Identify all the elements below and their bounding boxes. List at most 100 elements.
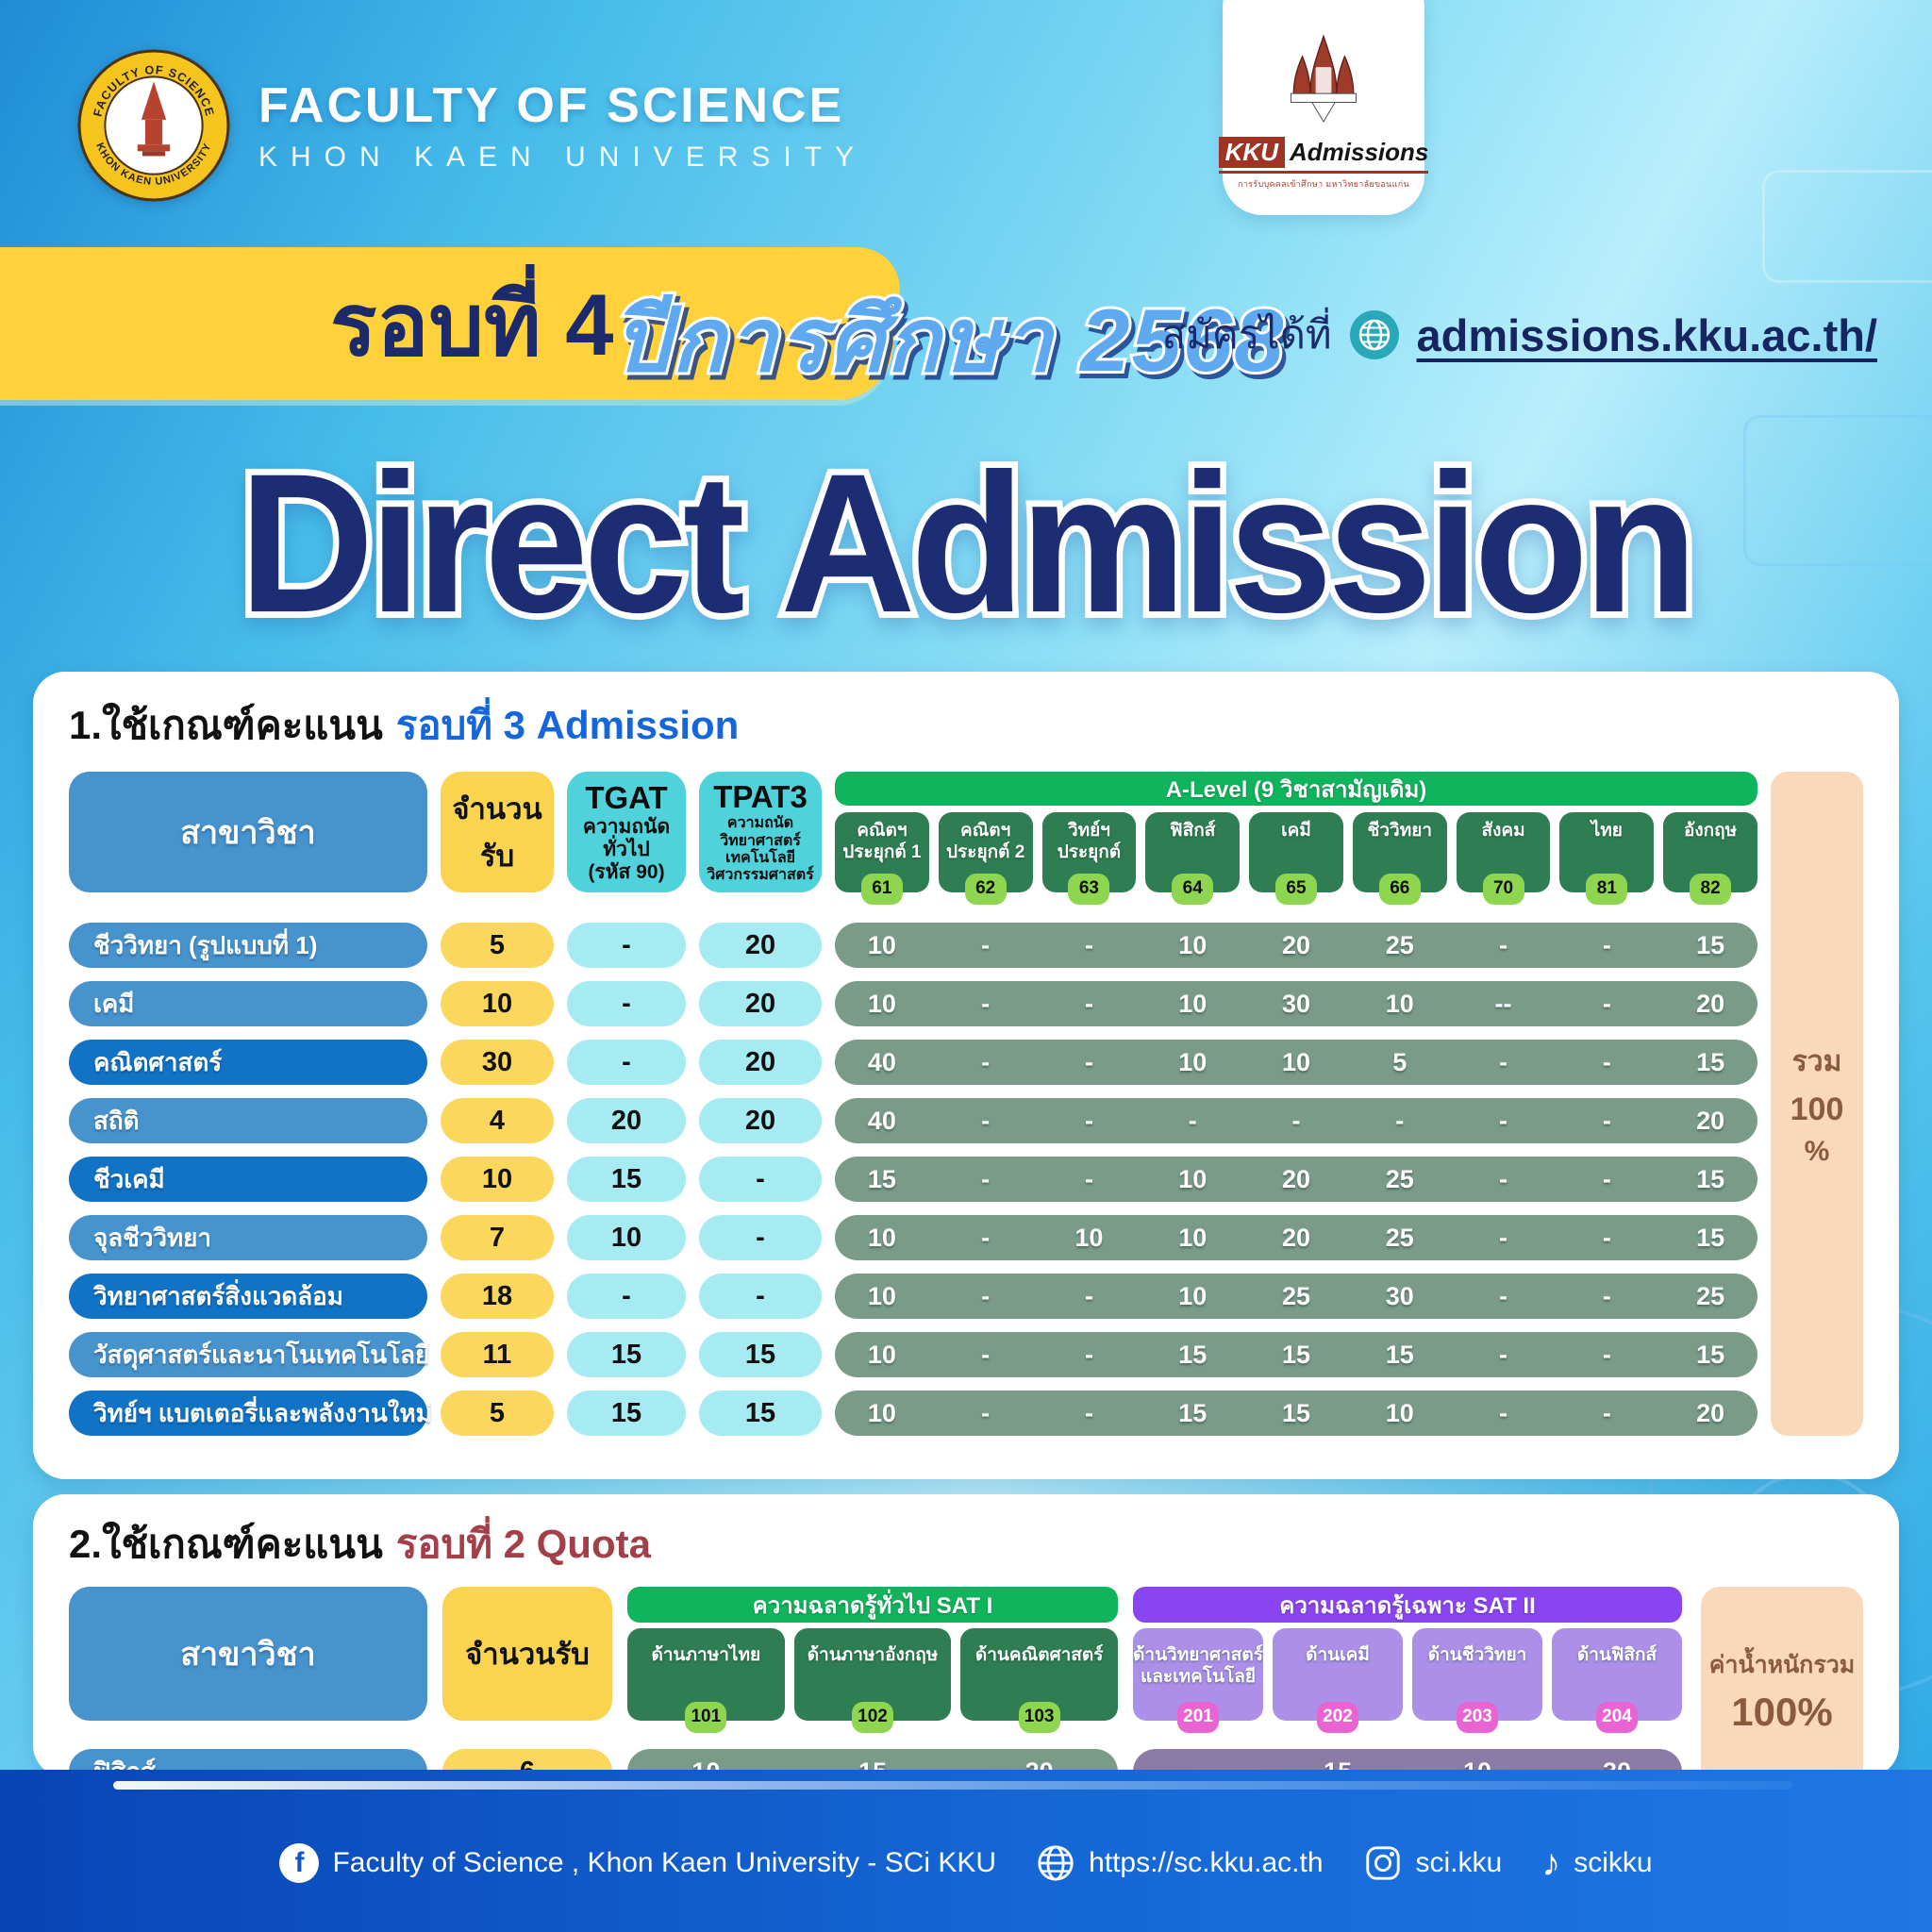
alevel-value: 10: [867, 1340, 896, 1369]
alevel-value: 30: [1281, 989, 1311, 1018]
apply-url-link[interactable]: admissions.kku.ac.th/: [1416, 309, 1877, 360]
alevel-value: -: [981, 1340, 991, 1369]
subject-code-badge: 64: [1172, 874, 1214, 905]
alevel-subject-header: คณิตฯ ประยุกต์ 1 61: [835, 812, 929, 905]
alevel-subject-label: คณิตฯ ประยุกต์ 2: [946, 821, 1025, 862]
column-header-seats: จำนวนรับ: [442, 1587, 612, 1721]
alevel-value: -: [1602, 1281, 1611, 1310]
total-weight-column: ค่าน้ำหนักรวม 100%: [1701, 1587, 1863, 1794]
alevel-value: -: [1602, 1106, 1611, 1135]
alevel-value: -: [1499, 930, 1508, 959]
faculty-of-science-logo: FACULTY OF SCIENCE KHON KAEN UNIVERSITY: [77, 49, 230, 202]
alevel-value: 10: [867, 1398, 896, 1427]
column-header-program: สาขาวิชา: [69, 772, 427, 892]
table-row: สถิติ 4 20 20 40 - - - - - - - 20: [69, 1098, 1757, 1143]
alevel-value: -: [1084, 1164, 1093, 1193]
program-name: จุลชีววิทยา: [69, 1215, 427, 1260]
alevel-value: 10: [867, 989, 896, 1018]
alevel-value: -: [981, 1106, 991, 1135]
alevel-value: -: [981, 1398, 991, 1427]
subject-code-badge: 70: [1482, 874, 1524, 905]
instagram-handle[interactable]: sci.kku: [1415, 1847, 1503, 1878]
column-header-tgat: TGAT ความถนัดทั่วไป (รหัส 90): [567, 772, 686, 892]
alevel-values: 10 - - 10 25 30 - - 25: [835, 1274, 1757, 1319]
total-label: รวม: [1791, 1046, 1842, 1077]
alevel-subject-header: สังคม 70: [1456, 812, 1551, 905]
alevel-subject-label: ไทย: [1591, 821, 1623, 841]
alevel-value: -: [981, 930, 991, 959]
alevel-value: 20: [1696, 989, 1725, 1018]
faculty-name: FACULTY OF SCIENCE: [258, 78, 845, 133]
admission-criteria-card-2: 2.ใช้เกณฑ์คะแนน รอบที่ 2 Quota สาขาวิชา …: [33, 1494, 1899, 1794]
alevel-subject-header: คณิตฯ ประยุกต์ 2 62: [938, 812, 1033, 905]
alevel-value: 10: [867, 1281, 896, 1310]
tpat3-value: -: [699, 1157, 822, 1202]
alevel-subject-label: อังกฤษ: [1683, 821, 1738, 841]
tpat3-value: 20: [699, 1098, 822, 1143]
seats-value: 5: [441, 1391, 554, 1436]
alevel-value: 25: [1385, 1223, 1414, 1252]
alevel-subject-label: คณิตฯ ประยุกต์ 1: [842, 821, 922, 862]
kku-brand: KKU: [1218, 137, 1285, 168]
apply-row: สมัครได้ที่ admissions.kku.ac.th/: [1161, 304, 1877, 366]
alevel-value: 25: [1281, 1281, 1311, 1310]
alevel-value: -: [1499, 1106, 1508, 1135]
background-decoration: [1743, 415, 1932, 566]
alevel-value: -: [981, 1047, 991, 1076]
alevel-value: -: [1084, 930, 1093, 959]
tgat-value: 15: [567, 1391, 686, 1436]
alevel-value: 15: [1281, 1398, 1311, 1427]
alevel-value: -: [1084, 1281, 1093, 1310]
program-name: ชีววิทยา (รูปแบบที่ 1): [69, 923, 427, 968]
sat1-subject-header: ด้านภาษาอังกฤษ 102: [793, 1628, 952, 1733]
alevel-value: -: [1602, 1047, 1611, 1076]
total-percent: %: [1804, 1136, 1830, 1167]
seats-value: 18: [441, 1274, 554, 1319]
alevel-value: -: [1084, 989, 1093, 1018]
program-name: คณิตศาสตร์: [69, 1040, 427, 1085]
alevel-value: 10: [1178, 1047, 1208, 1076]
alevel-subject-label: วิทย์ฯ ประยุกต์: [1057, 821, 1122, 862]
alevel-value: 10: [1178, 1164, 1208, 1193]
website-url[interactable]: https://sc.kku.ac.th: [1089, 1847, 1324, 1878]
criteria-table-round3: สาขาวิชา จำนวนรับ TGAT ความถนัดทั่วไป (ร…: [69, 772, 1863, 1436]
alevel-value: -: [1499, 1340, 1508, 1369]
tgat-value: -: [567, 1274, 686, 1319]
sat1-banner: ความฉลาดรู้ทั่วไป SAT I: [627, 1587, 1118, 1623]
seats-value: 10: [441, 981, 554, 1026]
facebook-page-name[interactable]: Faculty of Science , Khon Kaen Universit…: [332, 1847, 997, 1878]
alevel-value: -: [1499, 1398, 1508, 1427]
alevel-values: 10 - - 10 30 10 -- - 20: [835, 981, 1757, 1026]
alevel-value: -: [1602, 1164, 1611, 1193]
sat2-subject-header: ด้านฟิสิกส์ 204: [1552, 1628, 1682, 1733]
tiktok-handle[interactable]: scikku: [1574, 1847, 1653, 1878]
alevel-values: 10 - - 15 15 10 - - 20: [835, 1391, 1757, 1436]
round-label: รอบที่ 4: [329, 276, 614, 374]
sat2-subject-headers: ด้านวิทยาศาสตร์ และเทคโนโลยี 201 ด้านเคม…: [1133, 1628, 1682, 1733]
table-row: จุลชีววิทยา 7 10 - 10 - 10 10 20 25 - - …: [69, 1215, 1757, 1260]
alevel-value: -: [1602, 930, 1611, 959]
section1-title-prefix: 1.ใช้เกณฑ์คะแนน: [69, 703, 383, 747]
alevel-subject-label: เคมี: [1281, 821, 1311, 841]
alevel-value: 20: [1281, 930, 1311, 959]
tpat3-subtitle: ความถนัดวิทยาศาสตร์ เทคโนโลยี วิศวกรรมศา…: [707, 815, 814, 884]
admission-criteria-card-1: 1.ใช้เกณฑ์คะแนน รอบที่ 3 Admission สาขาว…: [33, 672, 1899, 1479]
alevel-group-header: A-Level (9 วิชาสามัญเดิม) คณิตฯ ประยุกต์…: [835, 772, 1757, 905]
tpat3-value: 20: [699, 1040, 822, 1085]
section2-title-highlight: รอบที่ 2 Quota: [395, 1522, 651, 1566]
alevel-value: -: [981, 989, 991, 1018]
alevel-value: 10: [1178, 989, 1208, 1018]
alevel-value: 15: [1281, 1340, 1311, 1369]
seats-value: 7: [441, 1215, 554, 1260]
alevel-value: 10: [1074, 1223, 1104, 1252]
tgat-value: -: [567, 1040, 686, 1085]
facebook-icon: f: [279, 1843, 320, 1883]
alevel-values: 40 - - - - - - - 20: [835, 1098, 1757, 1143]
alevel-subject-label: ชีววิทยา: [1367, 821, 1433, 841]
tpat3-value: 20: [699, 923, 822, 968]
subject-code-badge: 82: [1690, 874, 1732, 905]
alevel-value: -: [1395, 1106, 1405, 1135]
alevel-value: -: [1084, 1340, 1093, 1369]
footer-divider: [113, 1781, 1792, 1790]
